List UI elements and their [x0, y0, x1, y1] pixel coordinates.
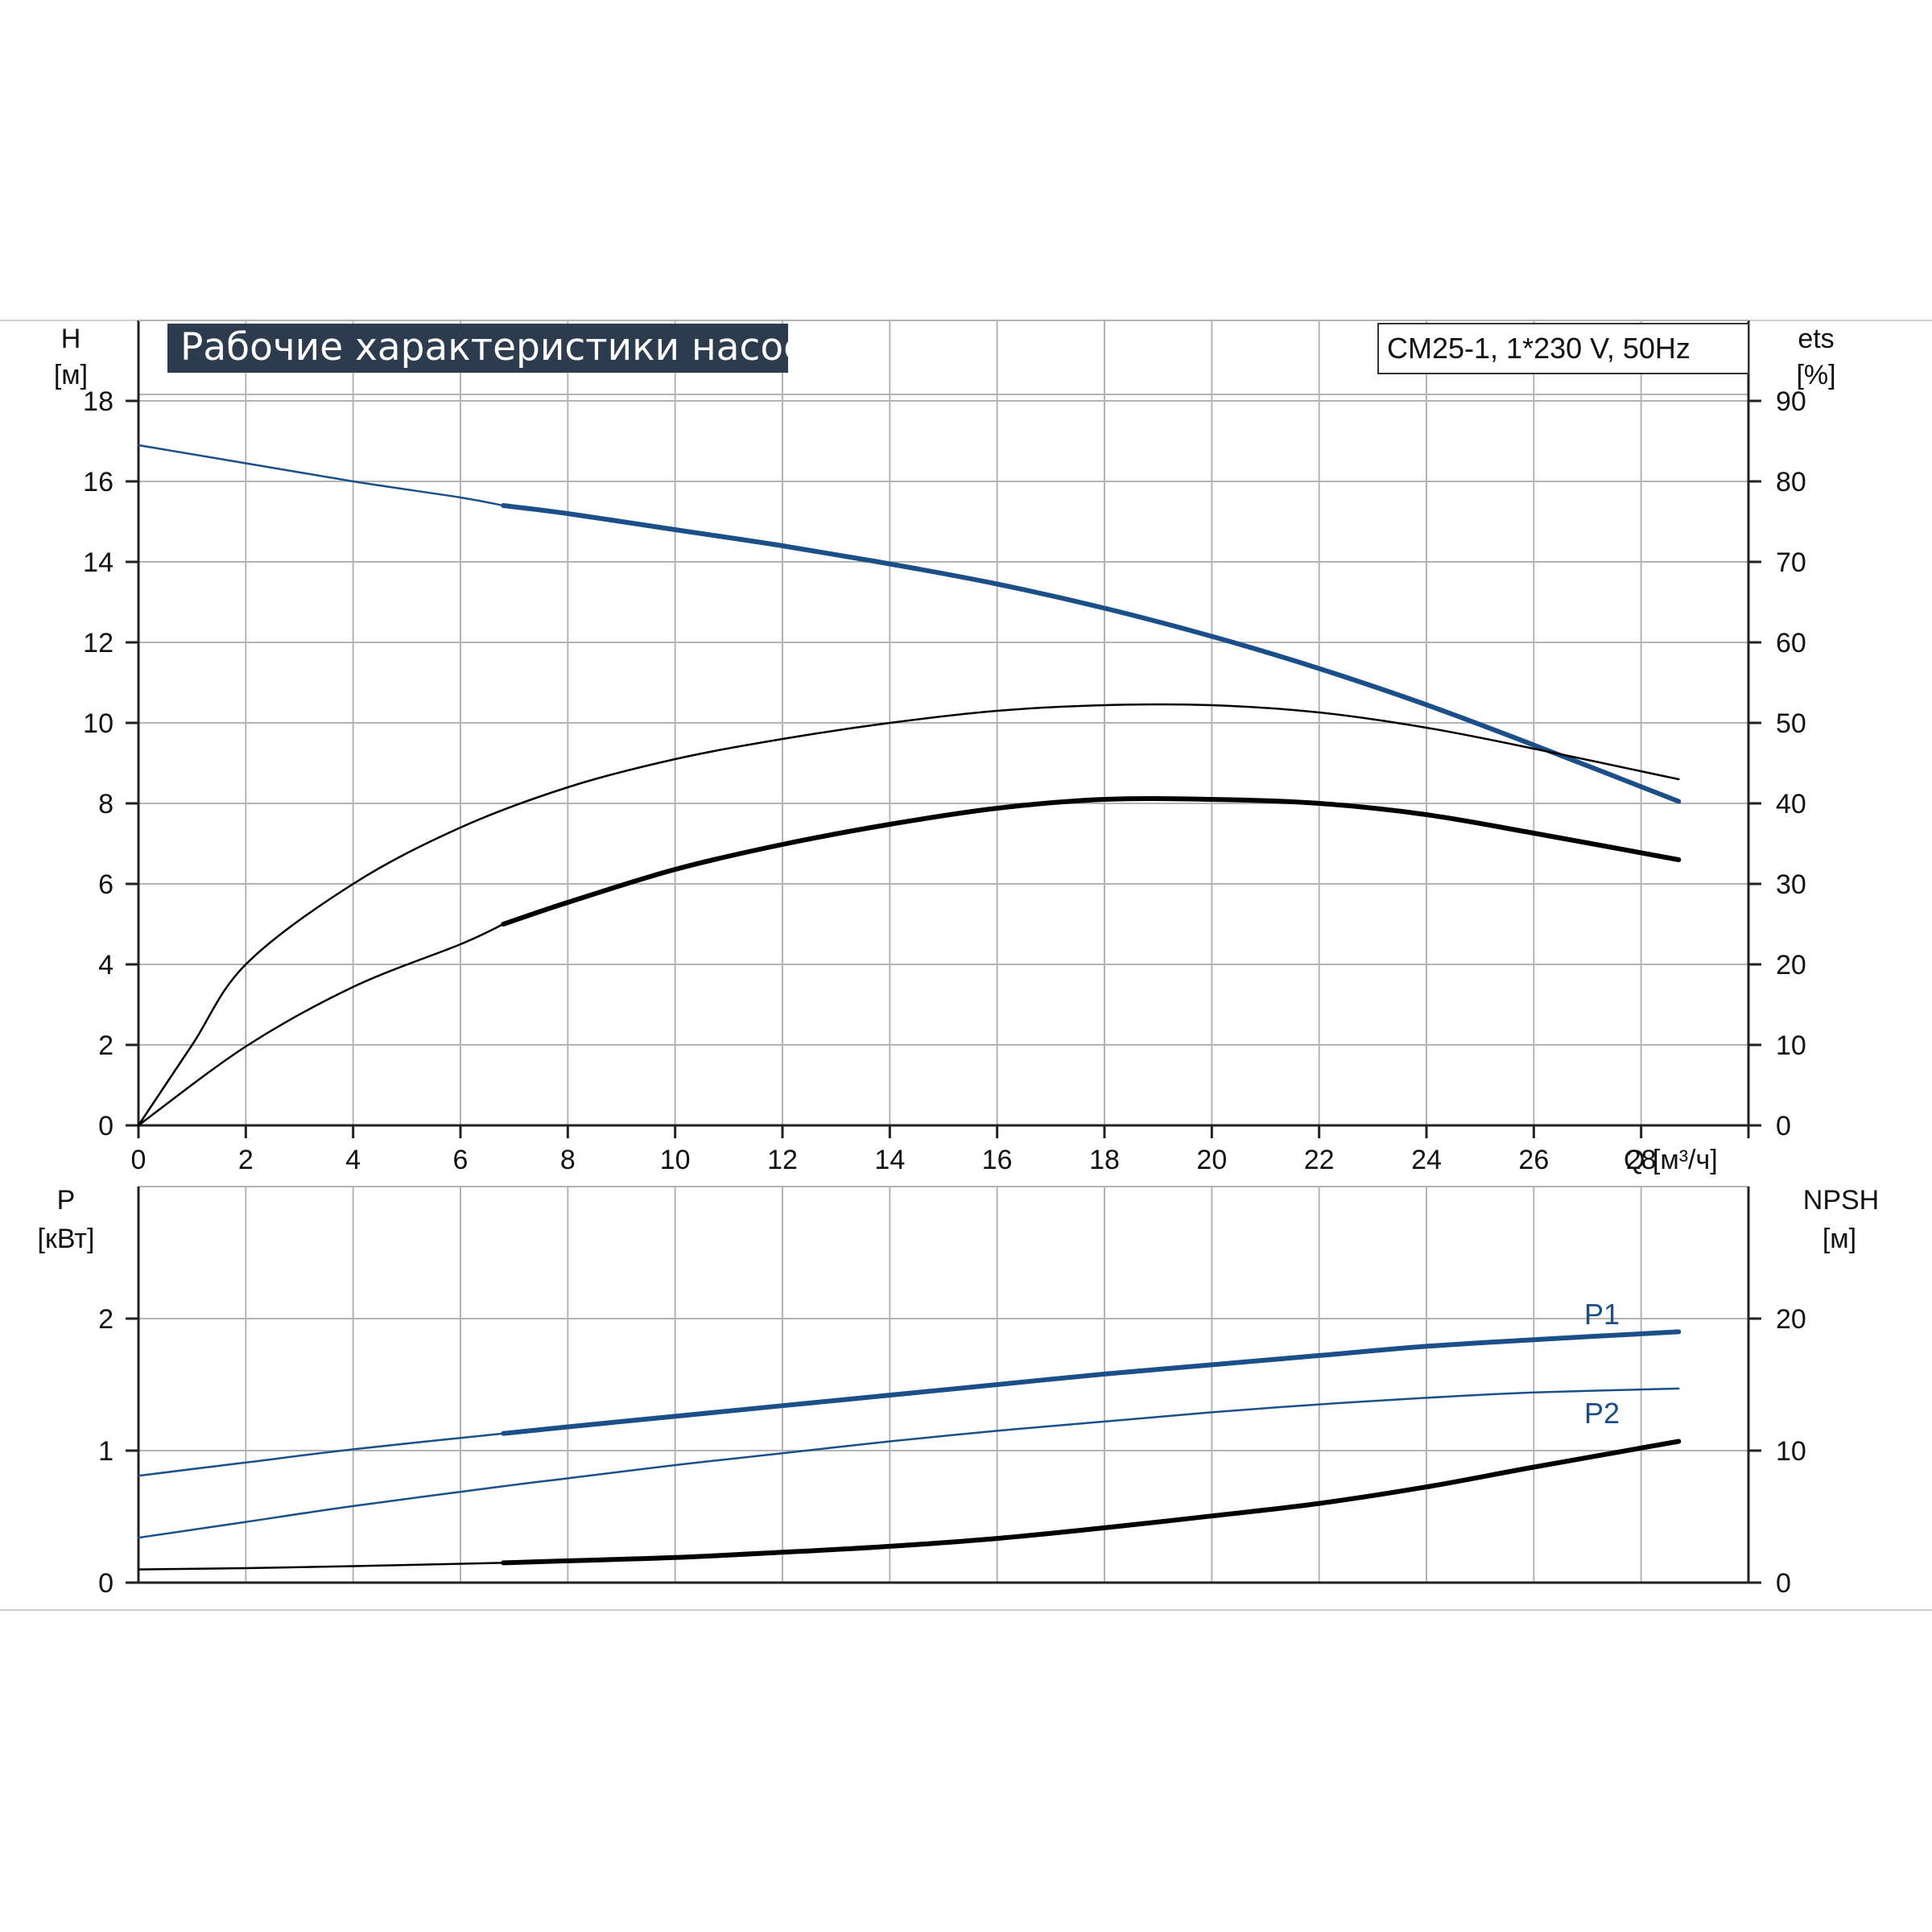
- x-tick-label: 16: [982, 1145, 1013, 1175]
- model-box: CM25-1, 1*230 V, 50Hz: [1377, 323, 1749, 374]
- npsh-tick-label: 20: [1776, 1304, 1806, 1335]
- y2-tick-label: 70: [1776, 547, 1806, 578]
- top-series-2-thick-segment: [501, 795, 1682, 927]
- series-top: [137, 444, 1682, 1127]
- y2-tick-label: 90: [1776, 386, 1806, 417]
- model-box-border: [1377, 323, 1749, 374]
- y-axis-title-top-line1: H: [61, 324, 81, 354]
- bottom-series-1-line: [137, 1387, 1680, 1539]
- y-tick-label: 16: [83, 467, 114, 497]
- model-label: CM25-1, 1*230 V, 50Hz: [1387, 332, 1690, 365]
- chart-title: Рабочие характеристики насоса: [180, 325, 828, 369]
- y-axis-title-top-line2: [м]: [54, 360, 88, 390]
- title-background: [167, 324, 788, 373]
- x-tick-label: 20: [1196, 1145, 1227, 1175]
- y-tick-label: 12: [83, 628, 114, 658]
- bottom-series-0-thin-segment: [137, 1432, 505, 1477]
- x-tick-label: 2: [238, 1145, 254, 1175]
- y-tick-label: 0: [98, 1111, 114, 1141]
- series-label-p1: P1: [1584, 1298, 1620, 1331]
- y-axis-title-bottom-line1: P: [57, 1185, 76, 1216]
- x-tick-label: 4: [345, 1145, 361, 1175]
- y2-tick-label: 40: [1776, 789, 1806, 819]
- top-series-0-thick-segment: [501, 503, 1682, 804]
- x-tick-label: 0: [131, 1145, 147, 1175]
- bottom-series-2-thin-segment: [137, 1562, 505, 1571]
- p-tick-label: 0: [98, 1568, 114, 1599]
- x-tick-label: 22: [1304, 1145, 1335, 1175]
- npsh-tick-label: 10: [1776, 1436, 1806, 1467]
- y-tick-label: 14: [83, 547, 114, 578]
- x-tick-label: 26: [1518, 1145, 1549, 1175]
- y-tick-label: 10: [83, 708, 114, 739]
- x-tick-label: 8: [560, 1145, 576, 1175]
- y-tick-label: 6: [98, 869, 114, 900]
- npsh-tick-label: 0: [1776, 1568, 1791, 1599]
- y-tick-label: 8: [98, 789, 114, 819]
- y-tick-label: 18: [83, 386, 114, 417]
- y2-tick-label: 30: [1776, 869, 1806, 900]
- x-axis-title: Q [м³/ч]: [1624, 1145, 1718, 1175]
- y2-axis-title-top-line2: [%]: [1796, 360, 1835, 390]
- x-tick-label: 6: [453, 1145, 469, 1175]
- y2-axis-title-top-line1: ets: [1798, 324, 1834, 354]
- title-box: Рабочие характеристики насоса: [167, 324, 828, 373]
- y2-tick-label: 80: [1776, 467, 1806, 497]
- x-tick-label: 14: [874, 1145, 905, 1175]
- x-tick-label: 10: [660, 1145, 691, 1175]
- y-tick-label: 2: [98, 1030, 114, 1061]
- y2-tick-label: 0: [1776, 1111, 1791, 1141]
- top-series-0-thin-segment: [137, 444, 505, 507]
- x-tick-label: 12: [767, 1145, 798, 1175]
- top-series-1-line: [137, 703, 1680, 1127]
- y2-axis-title-bottom-line1: NPSH: [1803, 1185, 1879, 1216]
- top-axis-titles: H [м] ets [%] Q [м³/ч]: [54, 324, 1836, 1175]
- y-tick-label: 4: [98, 950, 114, 980]
- bottom-series-0-thick-segment: [501, 1329, 1682, 1436]
- bottom-series-2-thick-segment: [501, 1439, 1682, 1566]
- p-tick-label: 1: [98, 1436, 114, 1467]
- x-tick-label: 18: [1089, 1145, 1120, 1175]
- bottom-axis-titles: P [кВт] NPSH [м]: [38, 1185, 1880, 1254]
- x-tick-label: 28: [1626, 1145, 1657, 1175]
- y-axis-title-bottom-line2: [кВт]: [38, 1224, 95, 1254]
- top-series-2-thin-segment: [137, 923, 505, 1127]
- y2-tick-label: 50: [1776, 708, 1806, 739]
- grid-bottom: [137, 1186, 1750, 1584]
- y2-tick-label: 10: [1776, 1030, 1806, 1061]
- x-tick-label: 24: [1411, 1145, 1442, 1175]
- series-bottom: [137, 1329, 1682, 1571]
- y2-tick-label: 20: [1776, 950, 1806, 980]
- grid-top: [137, 320, 1750, 1127]
- series-label-p2: P2: [1584, 1397, 1620, 1430]
- y2-tick-label: 60: [1776, 628, 1806, 658]
- y2-axis-title-bottom-line2: [м]: [1823, 1224, 1856, 1254]
- p-tick-label: 2: [98, 1304, 114, 1335]
